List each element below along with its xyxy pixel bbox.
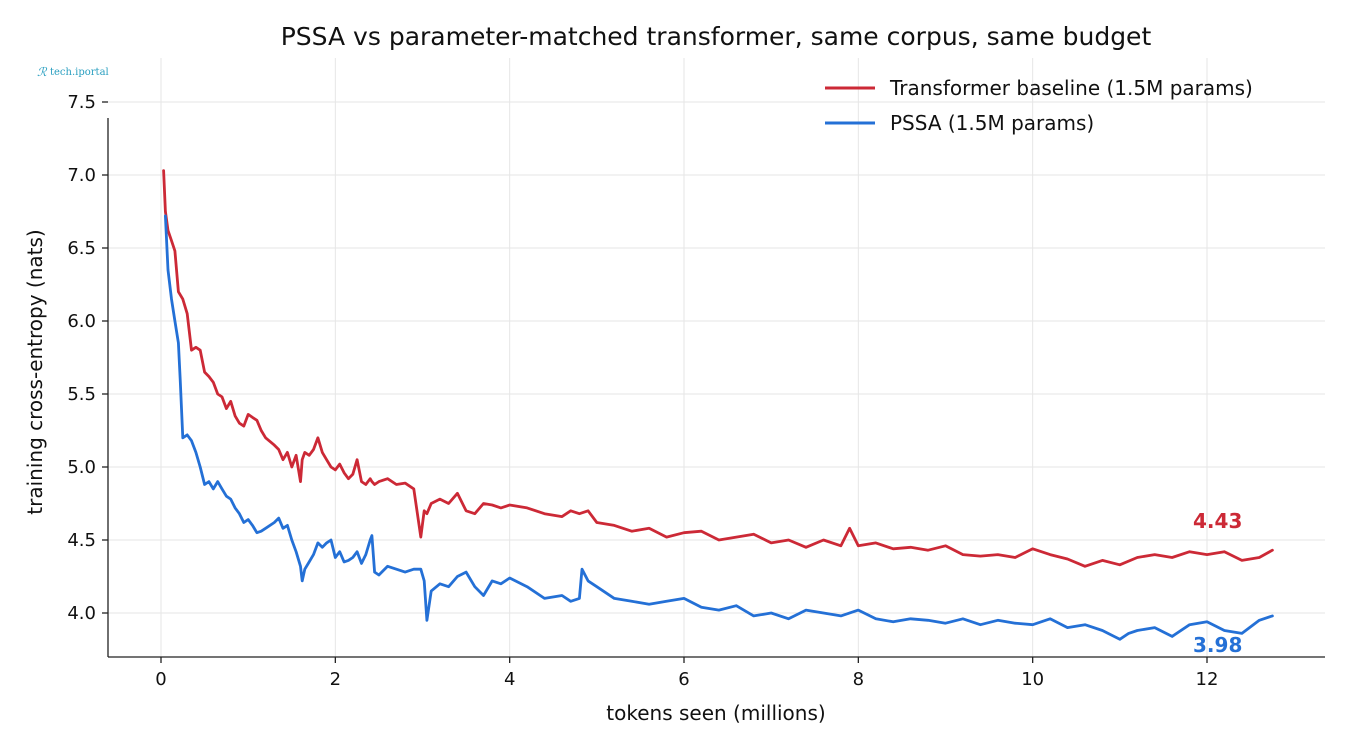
x-axis-title: tokens seen (millions) — [606, 701, 825, 725]
y-tick-label: 4.5 — [67, 530, 96, 551]
legend: Transformer baseline (1.5M params) PSSA … — [825, 76, 1253, 135]
y-tick-label: 7.0 — [67, 165, 96, 186]
y-tick-label: 6.5 — [67, 238, 96, 259]
transformer-final-value-label: 4.43 — [1193, 509, 1242, 533]
grid — [108, 58, 1325, 657]
y-tick-label: 5.0 — [67, 457, 96, 478]
chart-title: PSSA vs parameter-matched transformer, s… — [281, 22, 1152, 51]
y-tick-label: 6.0 — [67, 311, 96, 332]
pssa-loss-line — [163, 214, 1274, 641]
x-tick-label: 4 — [504, 669, 515, 690]
y-axis-title: training cross-entropy (nats) — [23, 229, 47, 514]
x-tick-label: 2 — [330, 669, 341, 690]
transformer-loss-line — [162, 169, 1274, 568]
x-tick-label: 0 — [155, 669, 166, 690]
ticks: 0 2 4 6 8 10 12 4.0 4.5 5.0 5.5 6.0 6.5 7.0 7.5 — [67, 92, 1218, 690]
axes — [107, 118, 1325, 658]
y-tick-label: 7.5 — [67, 92, 96, 113]
legend-label-transformer: Transformer baseline (1.5M params) — [889, 76, 1253, 100]
watermark-glyph-icon: ℛ — [37, 65, 48, 79]
end-labels: 4.43 3.98 — [1193, 509, 1242, 657]
x-tick-label: 8 — [853, 669, 864, 690]
x-tick-label: 10 — [1021, 669, 1044, 690]
watermark-logo: ℛ tech.iportal — [37, 65, 109, 79]
x-tick-label: 6 — [678, 669, 689, 690]
x-tick-label: 12 — [1196, 669, 1219, 690]
pssa-final-value-label: 3.98 — [1193, 633, 1242, 657]
legend-label-pssa: PSSA (1.5M params) — [890, 111, 1094, 135]
y-tick-label: 5.5 — [67, 384, 96, 405]
y-tick-label: 4.0 — [67, 603, 96, 624]
watermark-text: tech.iportal — [50, 67, 109, 78]
series-lines — [162, 169, 1274, 641]
